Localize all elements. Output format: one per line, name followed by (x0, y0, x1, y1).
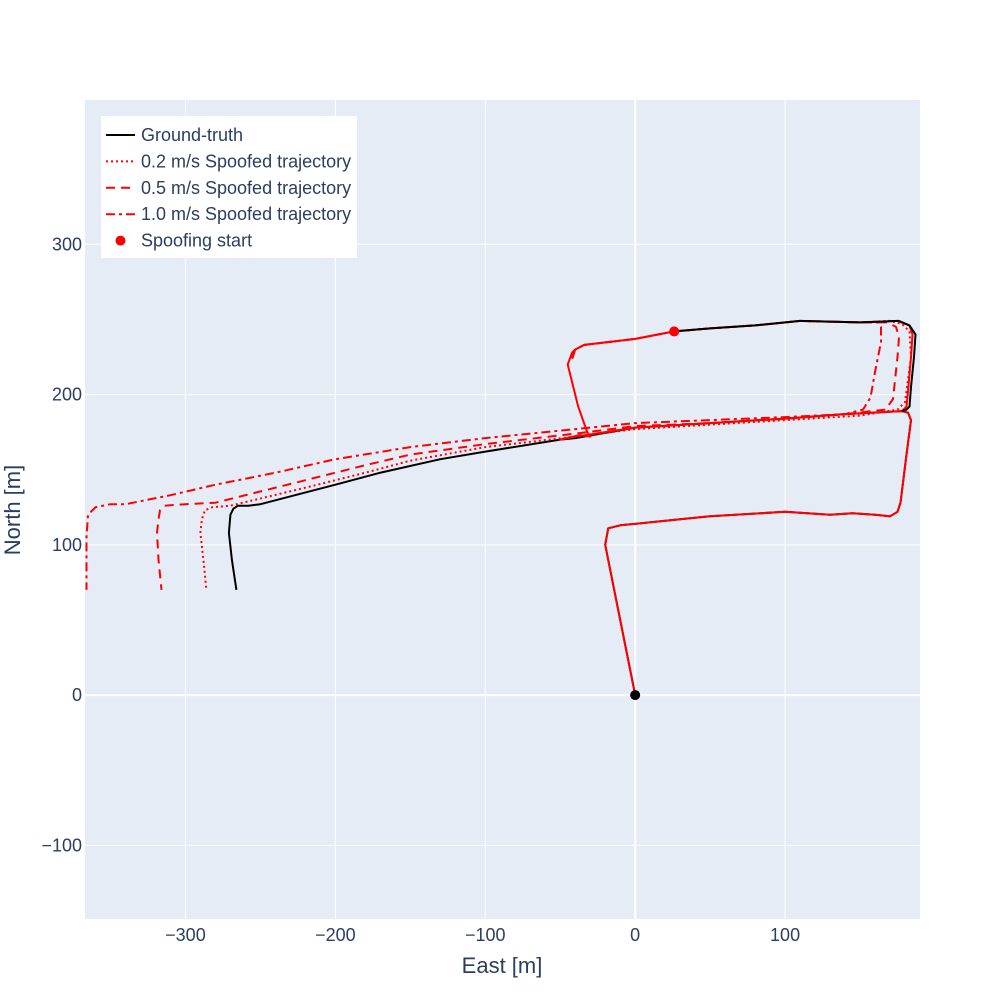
y-tick-label: 300 (52, 234, 82, 254)
series-line-4 (85, 319, 882, 590)
legend: Ground-truth 0.2 m/s Spoofed trajectory 0.… (101, 116, 357, 258)
grid (85, 100, 920, 919)
y-tick-label: 0 (72, 685, 82, 705)
x-tick-label: −100 (465, 925, 506, 945)
legend-label: 1.0 m/s Spoofed trajectory (141, 204, 351, 224)
y-tick-label: 200 (52, 385, 82, 405)
legend-swatch (115, 235, 126, 246)
legend-label: 0.5 m/s Spoofed trajectory (141, 178, 351, 198)
x-axis-title: East [m] (462, 953, 543, 978)
x-tick-label: 0 (630, 925, 640, 945)
legend-label: 0.2 m/s Spoofed trajectory (141, 151, 351, 171)
series-line-6 (674, 319, 917, 413)
trajectory-traces (85, 319, 917, 696)
x-tick-label: 100 (770, 925, 800, 945)
y-tick-label: −100 (41, 835, 82, 855)
legend-label: Spoofing start (141, 231, 252, 251)
y-axis-title: North [m] (0, 465, 25, 555)
start-point-marker (630, 690, 641, 701)
legend-box (101, 116, 357, 258)
legend-label: Ground-truth (141, 125, 243, 145)
y-axis-ticks: −100 0 100 200 300 (41, 234, 82, 855)
x-tick-label: −200 (315, 925, 356, 945)
x-tick-label: −300 (165, 925, 206, 945)
y-tick-label: 100 (52, 535, 82, 555)
trajectory-markers (630, 326, 680, 701)
x-axis-ticks: −300 −200 −100 0 100 (165, 925, 800, 945)
spoofing-start-marker (669, 326, 680, 337)
